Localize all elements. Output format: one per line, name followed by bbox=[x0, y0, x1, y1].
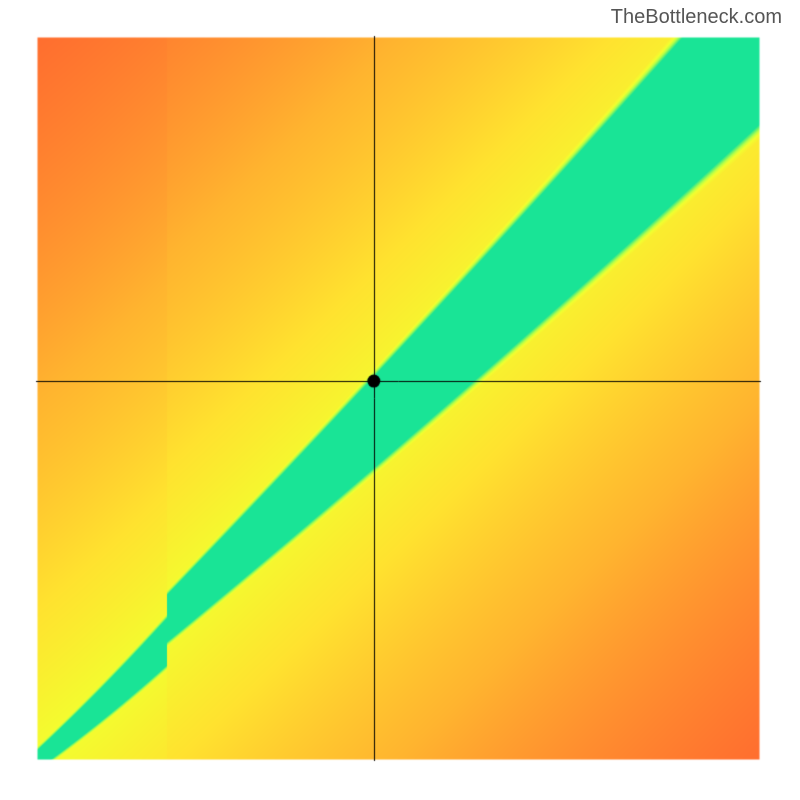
heatmap-canvas bbox=[0, 0, 800, 800]
chart-container: TheBottleneck.com bbox=[0, 0, 800, 800]
plot-canvas-wrap bbox=[0, 0, 800, 800]
watermark-text: TheBottleneck.com bbox=[611, 6, 782, 29]
